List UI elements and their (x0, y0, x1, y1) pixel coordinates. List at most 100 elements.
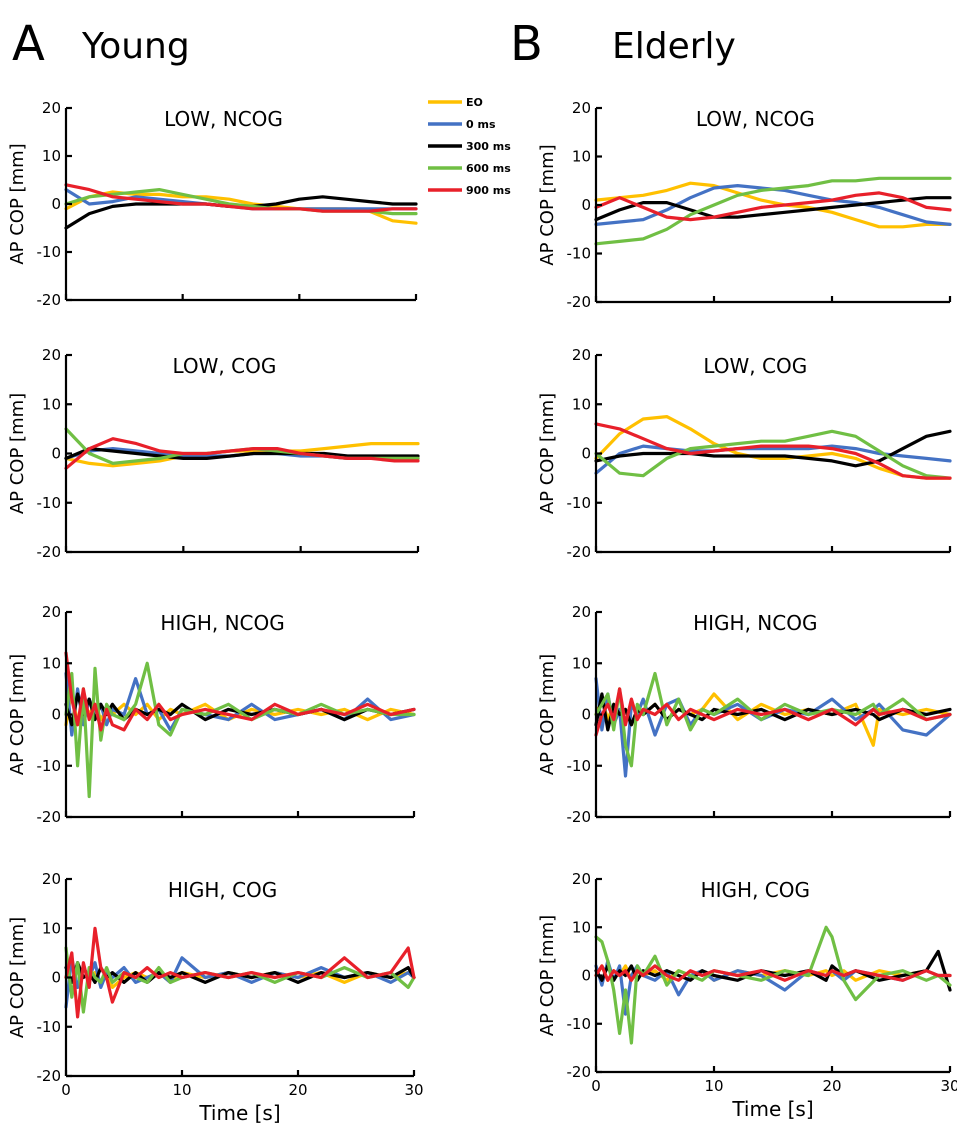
y-tick-label: 20 (572, 99, 591, 117)
y-tick-label: 0 (51, 445, 61, 463)
chart-elderly-high-ncog: -20 -10 0 10 20 HIGH, NCOG AP COP [mm] (537, 603, 952, 826)
series-line-600-ms (64, 661, 416, 799)
legend-label-300-ms: 300 ms (466, 140, 511, 153)
series-line-600-ms (594, 925, 952, 1045)
panel-letter-a: A (12, 16, 45, 72)
y-tick-label: -20 (37, 291, 62, 309)
series-line-900-ms (594, 422, 952, 480)
series-line-900-ms (594, 687, 952, 737)
y-tick-label: 10 (572, 148, 591, 166)
y-tick-label: 0 (581, 706, 591, 724)
series-line-600-ms (64, 946, 416, 1014)
x-tick-label: 30 (404, 1081, 423, 1099)
chart-title: LOW, COG (703, 354, 807, 378)
chart-elderly-low-ncog: -20 -10 0 10 20 LOW, NCOG AP COP [mm] (537, 99, 952, 311)
y-tick-label: -10 (37, 494, 62, 512)
y-tick-label: -20 (567, 1063, 592, 1081)
y-tick-label: -10 (567, 1015, 592, 1033)
y-tick-label: -10 (567, 245, 592, 263)
y-axis-label: AP COP [mm] (7, 917, 28, 1038)
x-tick-label: 0 (591, 1077, 601, 1095)
y-tick-label: -20 (37, 1067, 62, 1085)
series-line-300-ms (594, 429, 952, 468)
y-tick-label: 10 (572, 918, 591, 936)
series-line-300-ms (64, 447, 420, 460)
y-tick-label: 10 (42, 395, 61, 413)
series-line-900-ms (64, 437, 420, 470)
series-line-600-ms (594, 429, 952, 480)
chart-young-high-cog: -20 -10 0 10 20 0 10 20 30 HIGH, COG AP COP [mm] Ti… (7, 870, 424, 1125)
legend-label-900-ms: 900 ms (466, 184, 511, 197)
chart-title: LOW, NCOG (164, 107, 283, 131)
y-tick-label: -10 (567, 494, 592, 512)
chart-title: HIGH, COG (701, 878, 810, 902)
group-title-young: Young (81, 26, 190, 67)
series-line-eo (594, 181, 952, 229)
series-line-600-ms (594, 176, 952, 246)
panel-letter-b: B (510, 16, 543, 72)
x-tick-label: 20 (822, 1077, 841, 1095)
y-axis-label: AP COP [mm] (537, 654, 558, 775)
y-tick-label: 10 (42, 147, 61, 165)
y-tick-label: 0 (51, 195, 61, 213)
x-tick-label: 10 (704, 1077, 723, 1095)
chart-title: HIGH, COG (168, 878, 277, 902)
x-tick-label: 30 (940, 1077, 957, 1095)
y-tick-label: -20 (567, 293, 592, 311)
x-tick-label: 0 (61, 1081, 71, 1099)
group-title-elderly: Elderly (612, 26, 736, 67)
series-line-300-ms (594, 196, 952, 222)
series-line-eo (594, 415, 952, 480)
y-tick-label: 10 (42, 654, 61, 672)
y-tick-label: 10 (42, 919, 61, 937)
chart-elderly-high-cog: -20 -10 0 10 20 0 10 20 30 HIGH, COG AP COP [mm] Ti… (537, 870, 957, 1121)
y-tick-label: 0 (51, 706, 61, 724)
y-tick-label: 20 (42, 346, 61, 364)
y-tick-label: 20 (572, 603, 591, 621)
x-axis-label: Time [s] (731, 1097, 813, 1121)
y-tick-label: 20 (42, 99, 61, 117)
y-tick-label: -20 (567, 543, 592, 561)
series-line-900-ms (594, 964, 952, 982)
y-tick-label: 10 (572, 395, 591, 413)
series-line-900-ms (64, 183, 418, 213)
chart-title: HIGH, NCOG (160, 611, 284, 635)
y-tick-label: 20 (42, 603, 61, 621)
y-tick-label: 0 (51, 969, 61, 987)
legend-label-600-ms: 600 ms (466, 162, 511, 175)
y-tick-label: -10 (37, 1018, 62, 1036)
y-tick-label: 20 (572, 346, 591, 364)
chart-title: LOW, COG (172, 354, 276, 378)
y-tick-label: -20 (37, 543, 62, 561)
y-axis-label: AP COP [mm] (7, 393, 28, 514)
y-tick-label: 0 (581, 196, 591, 214)
y-tick-label: -20 (567, 808, 592, 826)
chart-young-high-ncog: -20 -10 0 10 20 HIGH, NCOG AP COP [mm] (7, 603, 416, 826)
y-tick-label: -10 (37, 757, 62, 775)
chart-elderly-low-cog: -20 -10 0 10 20 LOW, COG AP COP [mm] (537, 346, 952, 561)
y-tick-label: -10 (37, 243, 62, 261)
x-tick-label: 10 (172, 1081, 191, 1099)
y-tick-label: -10 (567, 757, 592, 775)
legend: EO 0 ms 300 ms 600 ms 900 ms (428, 96, 511, 197)
series-line-900-ms (64, 651, 416, 732)
chart-young-low-cog: -20 -10 0 10 20 LOW, COG AP COP [mm] (7, 346, 420, 561)
y-tick-label: 10 (572, 654, 591, 672)
y-tick-label: 0 (581, 445, 591, 463)
y-axis-label: AP COP [mm] (7, 654, 28, 775)
y-axis-label: AP COP [mm] (7, 143, 28, 264)
y-tick-label: -20 (37, 808, 62, 826)
y-axis-label: AP COP [mm] (537, 915, 558, 1036)
legend-label-0-ms: 0 ms (466, 118, 496, 131)
series-line-900-ms (594, 191, 952, 222)
y-axis-label: AP COP [mm] (537, 393, 558, 514)
chart-title: HIGH, NCOG (693, 611, 817, 635)
x-axis-label: Time [s] (198, 1101, 280, 1125)
y-axis-label: AP COP [mm] (537, 144, 558, 265)
chart-young-low-ncog: -20 -10 0 10 20 LOW, NCOG AP COP [mm] EO 0 ms 300… (7, 96, 511, 309)
x-tick-label: 20 (288, 1081, 307, 1099)
y-tick-label: 20 (42, 870, 61, 888)
